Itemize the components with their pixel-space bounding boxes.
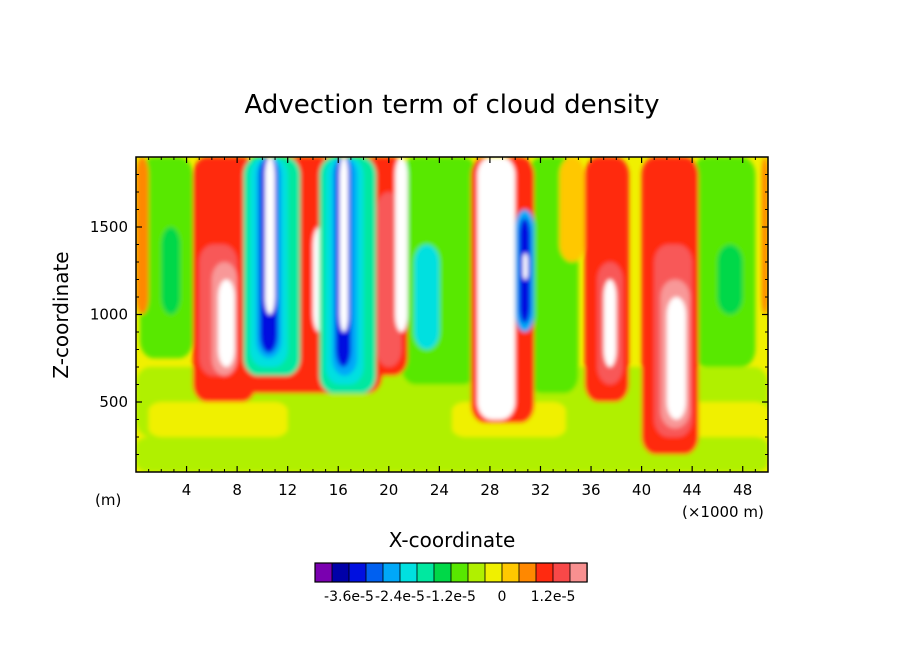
contour-region-white <box>218 279 235 367</box>
colorbar <box>314 562 588 583</box>
y-axis-label: Z-coordinate <box>49 251 73 378</box>
colorbar-swatch <box>433 562 452 583</box>
colorbar-frame <box>314 562 588 583</box>
shaded-field <box>136 157 768 472</box>
colorbar-label: -3.6e-5 <box>324 589 374 605</box>
colorbar-swatch <box>484 562 503 583</box>
contour-region-dgreen <box>717 244 743 315</box>
colorbar-swatch <box>382 562 401 583</box>
colorbar-swatch <box>399 562 418 583</box>
colorbar-label: -1.2e-5 <box>426 589 476 605</box>
x-axis: 4 8 12 16 20 24 28 32 36 40 44 48 <box>148 157 756 499</box>
contour-region-white <box>395 157 408 332</box>
x-tick-label: 8 <box>232 481 242 499</box>
colorbar-label: -2.4e-5 <box>375 589 425 605</box>
y-tick-label: 1000 <box>90 306 128 324</box>
contour-region-white <box>264 157 275 315</box>
contour-region-gold <box>559 157 585 262</box>
x-tick-label: 16 <box>329 481 348 499</box>
x-tick-label: 20 <box>379 481 398 499</box>
colorbar-swatch <box>569 562 588 583</box>
colorbar-swatch <box>416 562 435 583</box>
contour-region-lime <box>136 437 768 472</box>
contour-fill-group <box>136 157 768 472</box>
x-tick-label: 32 <box>531 481 550 499</box>
contour-region-dgreen <box>161 227 181 315</box>
x-tick-label: 28 <box>480 481 499 499</box>
colorbar-swatch <box>501 562 520 583</box>
colorbar-swatch <box>535 562 554 583</box>
contour-region-white <box>477 157 516 420</box>
x-tick-label: 36 <box>581 481 600 499</box>
colorbar-labels: -3.6e-5 -2.4e-5 -1.2e-5 0 1.2e-5 <box>324 589 575 605</box>
colorbar-swatch <box>552 562 571 583</box>
x-unit-right: (×1000 m) <box>682 503 764 521</box>
contour-region-yellow <box>679 402 768 437</box>
x-tick-label: 24 <box>430 481 449 499</box>
colorbar-swatch <box>467 562 486 583</box>
x-tick-label: 40 <box>632 481 651 499</box>
x-tick-label: 48 <box>733 481 752 499</box>
colorbar-swatch <box>348 562 367 583</box>
colorbar-swatch <box>365 562 384 583</box>
y-tick-label: 1500 <box>90 218 128 236</box>
contour-region-white <box>666 297 686 420</box>
x-tick-label: 44 <box>683 481 702 499</box>
contour-region-orange <box>761 157 768 315</box>
colorbar-swatch <box>518 562 537 583</box>
contour-region-orange <box>136 157 149 315</box>
contour-region-cyan <box>414 244 440 350</box>
contour-region-white <box>522 253 528 280</box>
contour-region-white <box>603 279 617 367</box>
chart-title: Advection term of cloud density <box>245 90 660 120</box>
colorbar-swatch <box>314 562 333 583</box>
x-tick-label: 4 <box>182 481 192 499</box>
y-axis: 500 1000 1500 <box>90 174 768 455</box>
x-unit-left: (m) <box>95 491 121 509</box>
colorbar-label: 0 <box>498 589 507 605</box>
colorbar-swatch <box>450 562 469 583</box>
x-tick-label: 12 <box>278 481 297 499</box>
contour-region-yellow <box>148 402 288 437</box>
y-tick-label: 500 <box>99 393 128 411</box>
colorbar-label: 1.2e-5 <box>531 589 576 605</box>
contour-region-white <box>339 157 349 332</box>
colorbar-swatch <box>331 562 350 583</box>
x-axis-label: X-coordinate <box>389 528 516 552</box>
